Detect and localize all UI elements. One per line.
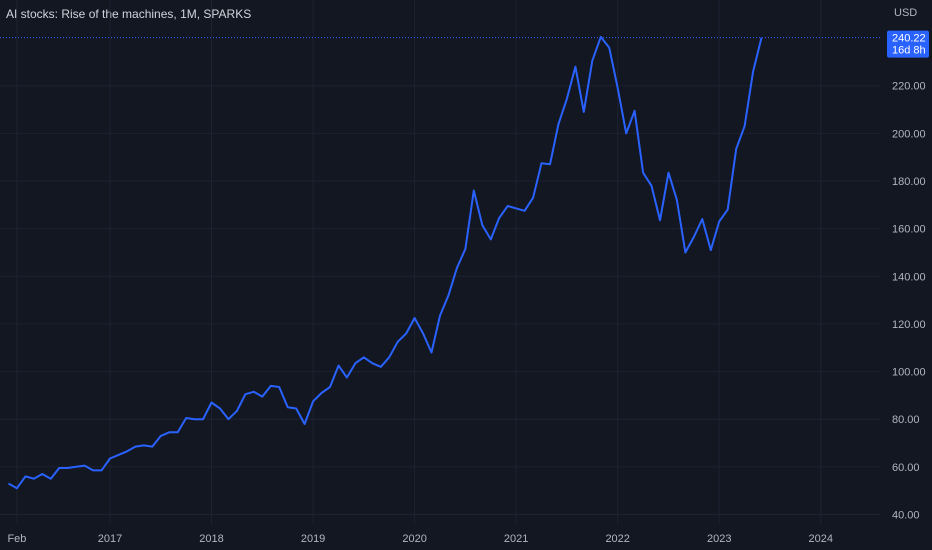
x-axis[interactable]: Feb 2017 2018 2019 2020 2021 2022 2023 2024	[7, 533, 833, 545]
last-price-label: 240.22 16d 8h	[887, 30, 929, 58]
x-tick-label: 2018	[199, 533, 223, 545]
x-tick-label: Feb	[7, 533, 26, 545]
y-tick-label: 60.00	[892, 462, 920, 474]
currency-label: USD	[894, 7, 918, 19]
y-tick-label: 80.00	[892, 414, 920, 426]
x-tick-label: 2022	[605, 533, 629, 545]
y-axis[interactable]: 40.00 60.00 80.00 100.00 120.00 140.00 160.00 1…	[892, 81, 926, 522]
vertical-gridlines	[16, 0, 822, 524]
y-tick-label: 140.00	[892, 271, 926, 283]
x-tick-label: 2023	[707, 533, 731, 545]
y-tick-label: 120.00	[892, 319, 926, 331]
y-tick-label: 200.00	[892, 128, 926, 140]
chart-title: AI stocks: Rise of the machines, 1M, SPA…	[6, 7, 252, 21]
y-tick-label: 160.00	[892, 224, 926, 236]
y-tick-label: 100.00	[892, 367, 926, 379]
y-tick-label: 180.00	[892, 176, 926, 188]
y-tick-label: 220.00	[892, 81, 926, 93]
y-tick-label: 40.00	[892, 509, 920, 521]
x-tick-label: 2019	[301, 533, 325, 545]
bar-countdown: 16d 8h	[892, 45, 926, 57]
horizontal-gridlines	[0, 85, 880, 515]
series-line	[8, 35, 763, 490]
x-tick-label: 2021	[504, 533, 528, 545]
last-price-label-background	[887, 30, 929, 58]
x-tick-label: 2017	[98, 533, 122, 545]
x-tick-label: 2020	[402, 533, 426, 545]
x-tick-label: 2024	[809, 533, 833, 545]
last-price-value: 240.22	[892, 33, 926, 45]
